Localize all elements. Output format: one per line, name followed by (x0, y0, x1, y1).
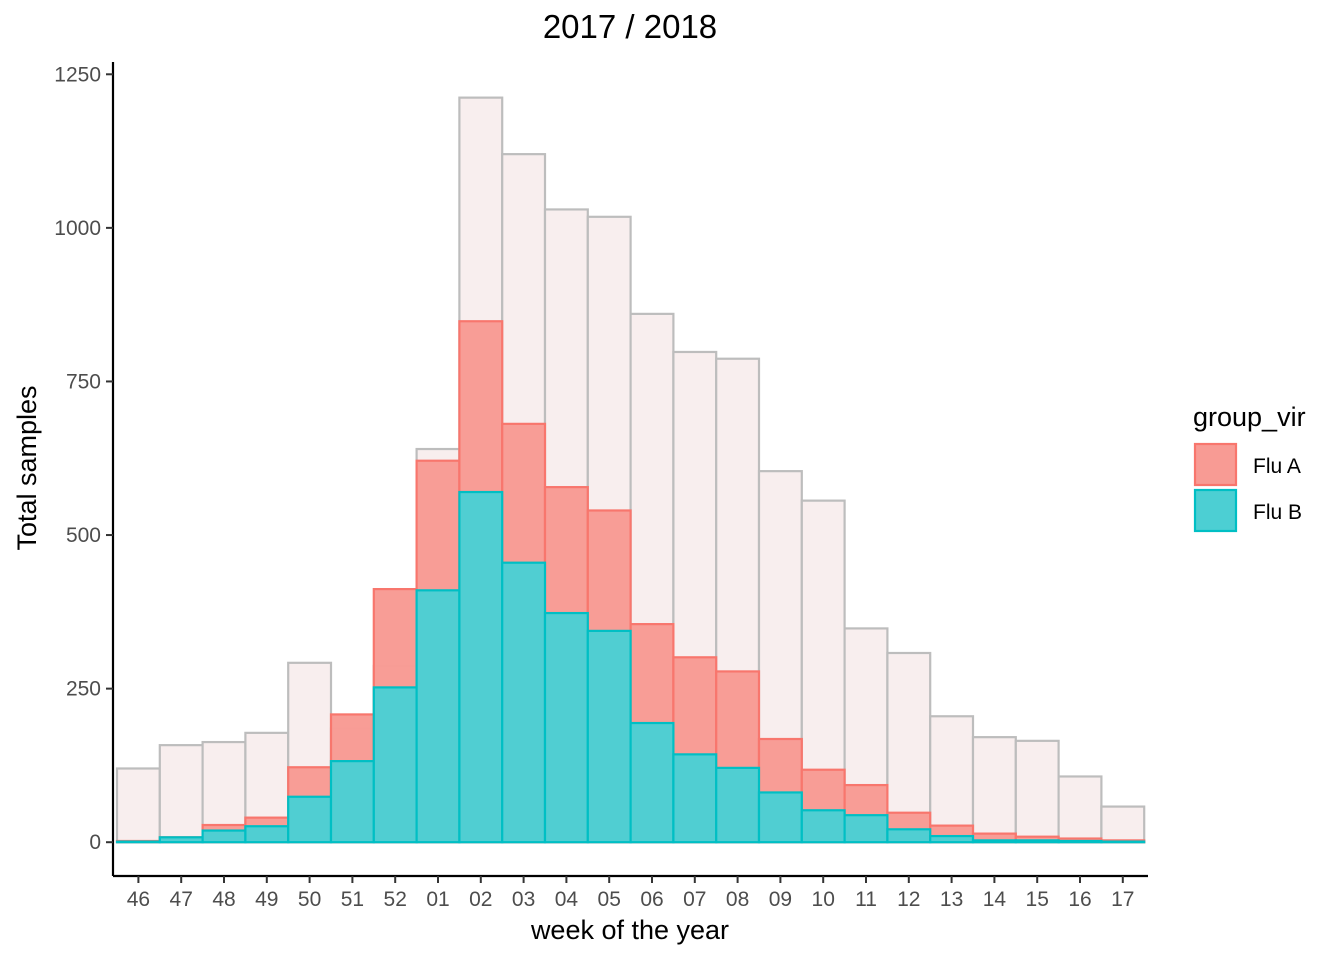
legend-key-flu_a (1193, 442, 1238, 487)
legend-items: Flu A Flu B (1193, 442, 1302, 533)
flu_b-bar-02 (458, 490, 504, 844)
legend: group_vir Flu A Flu B (1193, 402, 1306, 533)
total-bar-15 (1014, 739, 1060, 844)
legend-label-flu_a: Flu A (1253, 455, 1301, 478)
total-bar-14 (971, 736, 1017, 844)
total-bar-12 (886, 651, 932, 844)
total-bar-47 (158, 744, 204, 844)
x-tick-label-14: 14 (983, 888, 1007, 911)
x-axis-title: week of the year (530, 915, 729, 945)
x-tick-label-46: 46 (127, 888, 150, 911)
x-tick-label-04: 04 (555, 888, 579, 911)
flu_b-bar-11 (843, 814, 889, 844)
x-tick-label-09: 09 (769, 888, 792, 911)
flu_b-bar-46 (115, 840, 161, 844)
y-tick-label-250: 250 (66, 678, 101, 701)
x-tick-label-15: 15 (1026, 888, 1049, 911)
flu_b-bar-03 (501, 561, 547, 844)
x-tick-label-50: 50 (298, 888, 321, 911)
y-tick-label-1250: 1250 (54, 63, 101, 86)
flu_b-bar-13 (929, 834, 975, 844)
y-tick-label-750: 750 (66, 370, 101, 393)
flu_b-bar-49 (244, 825, 290, 844)
flu_b-bar-01 (415, 589, 461, 844)
y-axis-title: Total samples (12, 385, 42, 550)
total-bar-16 (1057, 775, 1103, 844)
y-tick-label-500: 500 (66, 524, 101, 547)
flu_b-bar-07 (672, 753, 718, 844)
x-tick-label-16: 16 (1068, 888, 1091, 911)
x-tick-label-52: 52 (384, 888, 407, 911)
legend-label-flu_b: Flu B (1253, 501, 1302, 524)
x-axis: 46 47 48 49 50 51 52 01 02 03 04 05 06 07 08 09 10 11 12 13… (113, 874, 1148, 911)
x-tick-label-10: 10 (812, 888, 835, 911)
y-tick-label-0: 0 (89, 831, 101, 854)
flu_b-bar-17 (1100, 840, 1146, 844)
flu_b-bar-14 (971, 839, 1017, 844)
flu_b-bar-05 (586, 629, 632, 844)
legend-title: group_vir (1193, 402, 1306, 432)
x-tick-label-07: 07 (683, 888, 706, 911)
flu_b-bar-50 (287, 795, 333, 844)
x-tick-label-02: 02 (469, 888, 492, 911)
flu_b-bar-15 (1014, 839, 1060, 844)
flu_b-bar-08 (715, 766, 761, 844)
flu_b-bar-10 (800, 809, 846, 844)
x-tick-label-49: 49 (255, 888, 278, 911)
x-tick-label-12: 12 (897, 888, 920, 911)
x-tick-label-03: 03 (512, 888, 535, 911)
x-tick-label-47: 47 (170, 888, 193, 911)
x-tick-label-51: 51 (341, 888, 364, 911)
total-bar-13 (929, 715, 975, 844)
flu_b-bar-06 (629, 721, 675, 844)
x-tick-label-05: 05 (598, 888, 621, 911)
total-bar-46 (115, 767, 161, 844)
x-tick-label-17: 17 (1111, 888, 1134, 911)
flu_b-bar-12 (886, 828, 932, 844)
x-tick-label-06: 06 (640, 888, 663, 911)
flu_b-bar-47 (158, 836, 204, 844)
legend-key-flu_b (1193, 488, 1238, 533)
x-tick-label-01: 01 (426, 888, 449, 911)
flu_b-bar-04 (543, 611, 589, 844)
total-bar-17 (1100, 805, 1146, 844)
flu_b-bar-16 (1057, 839, 1103, 844)
flu_b-bar-48 (201, 829, 247, 844)
flu_b-bar-09 (757, 791, 803, 844)
x-tick-label-11: 11 (855, 888, 877, 911)
flu_b-bar-52 (372, 686, 418, 844)
y-tick-label-1000: 1000 (54, 217, 101, 240)
series-flu_b (115, 490, 1146, 844)
x-tick-label-08: 08 (726, 888, 749, 911)
x-tick-label-13: 13 (940, 888, 963, 911)
flu_b-bar-51 (329, 760, 375, 844)
bars-layer (115, 96, 1146, 844)
x-tick-label-48: 48 (212, 888, 235, 911)
y-axis: 0 250 500 750 1000 1250 (54, 62, 115, 876)
chart-title: 2017 / 2018 (543, 8, 717, 45)
